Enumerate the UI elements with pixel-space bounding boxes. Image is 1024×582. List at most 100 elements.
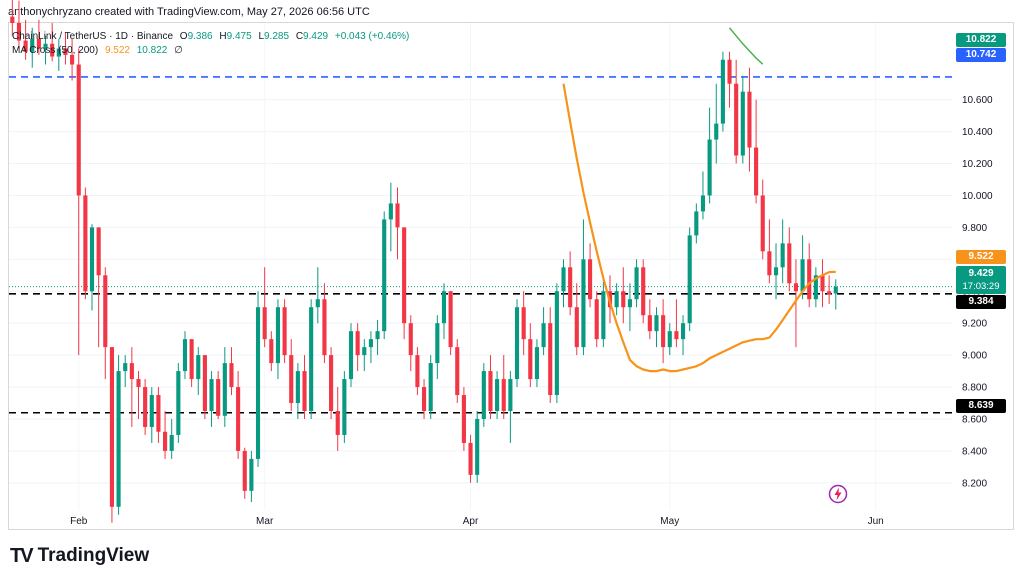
candle-up[interactable] [554, 283, 559, 404]
candle-up[interactable] [654, 307, 659, 348]
candle-up[interactable] [740, 75, 745, 164]
candle-up[interactable] [30, 27, 35, 68]
candle-down[interactable] [402, 227, 407, 340]
candle-up[interactable] [700, 171, 706, 220]
candle-up[interactable] [813, 267, 818, 308]
candle-up[interactable] [481, 363, 486, 427]
candle-up[interactable] [833, 279, 838, 310]
candle-up[interactable] [514, 299, 520, 388]
lightning-alert-icon[interactable] [828, 484, 848, 504]
candle-up[interactable] [667, 323, 672, 356]
candle-down[interactable] [734, 59, 739, 164]
candle-down[interactable] [282, 299, 287, 364]
candle-down[interactable] [63, 32, 68, 65]
candle-down[interactable] [501, 355, 506, 419]
candle-up[interactable] [342, 371, 347, 443]
candle-up[interactable] [680, 315, 686, 356]
candle-down[interactable] [10, 0, 15, 36]
candle-up[interactable] [428, 355, 433, 419]
candle-up[interactable] [694, 203, 699, 244]
ma-label[interactable]: MA Cross (50, 200) [12, 45, 99, 56]
candle-down[interactable] [395, 187, 400, 260]
candle-up[interactable] [773, 243, 779, 300]
candle-up[interactable] [249, 450, 254, 503]
candle-up[interactable] [780, 219, 785, 284]
candle-down[interactable] [661, 299, 666, 364]
candle-up[interactable] [534, 339, 540, 388]
candle-up[interactable] [275, 299, 281, 380]
candle-down[interactable] [754, 99, 759, 204]
candle-down[interactable] [521, 291, 526, 356]
candle-up[interactable] [687, 227, 692, 332]
candle-up[interactable] [475, 411, 480, 483]
candle-up[interactable] [89, 224, 95, 311]
candle-up[interactable] [315, 267, 320, 324]
candle-down[interactable] [136, 371, 141, 419]
candle-down[interactable] [143, 379, 148, 435]
candle-up[interactable] [495, 371, 500, 419]
candle-down[interactable] [216, 371, 221, 419]
candle-down[interactable] [229, 347, 234, 396]
candle-down[interactable] [568, 251, 573, 316]
candle-down[interactable] [355, 323, 360, 372]
candle-down[interactable] [329, 347, 334, 419]
candle-down[interactable] [807, 243, 812, 308]
candle-down[interactable] [408, 315, 413, 372]
candle-up[interactable] [176, 363, 181, 443]
candle-up[interactable] [508, 371, 513, 443]
candle-down[interactable] [448, 291, 453, 356]
candle-up[interactable] [720, 51, 725, 132]
candle-down[interactable] [76, 48, 81, 356]
candle-down[interactable] [70, 38, 75, 81]
candle-down[interactable] [588, 243, 593, 308]
candle-down[interactable] [468, 434, 473, 483]
candle-up[interactable] [634, 259, 639, 308]
candle-up[interactable] [169, 418, 174, 459]
candle-up[interactable] [714, 83, 719, 164]
candle-up[interactable] [209, 371, 214, 427]
candle-down[interactable] [163, 411, 168, 459]
candle-down[interactable] [574, 283, 579, 356]
candle-up[interactable] [614, 283, 619, 316]
candle-up[interactable] [581, 219, 586, 356]
candle-up[interactable] [182, 331, 188, 380]
candle-up[interactable] [541, 307, 546, 356]
symbol-label[interactable]: ChainLink / TetherUS · 1D · Binance [12, 31, 174, 42]
candle-down[interactable] [747, 67, 752, 172]
candle-down[interactable] [455, 339, 460, 404]
candle-up[interactable] [196, 347, 201, 396]
candle-up[interactable] [56, 38, 61, 71]
candle-down[interactable] [302, 355, 307, 419]
candle-down[interactable] [269, 331, 274, 372]
candle-down[interactable] [793, 259, 798, 348]
candle-up[interactable] [601, 275, 606, 348]
candle-down[interactable] [262, 267, 267, 348]
candle-down[interactable] [83, 187, 88, 300]
candle-down[interactable] [787, 227, 792, 292]
candle-down[interactable] [109, 347, 114, 523]
candle-up[interactable] [382, 211, 387, 340]
candle-down[interactable] [621, 267, 626, 324]
candle-down[interactable] [827, 275, 832, 305]
candle-down[interactable] [202, 355, 207, 419]
candle-down[interactable] [50, 23, 55, 62]
candle-up[interactable] [222, 347, 227, 427]
candle-up[interactable] [348, 323, 354, 388]
candle-up[interactable] [435, 315, 440, 380]
candle-down[interactable] [548, 307, 553, 404]
candle-up[interactable] [441, 283, 447, 340]
candle-up[interactable] [43, 35, 48, 65]
candle-up[interactable] [149, 387, 154, 443]
candle-down[interactable] [760, 179, 765, 260]
candle-down[interactable] [641, 259, 646, 324]
candle-up[interactable] [255, 291, 261, 467]
candle-down[interactable] [16, 0, 22, 49]
candle-down[interactable] [242, 447, 247, 499]
candle-up[interactable] [116, 355, 121, 515]
candle-down[interactable] [820, 259, 825, 308]
candle-down[interactable] [461, 387, 466, 451]
candle-down[interactable] [594, 291, 599, 348]
candle-down[interactable] [528, 323, 533, 388]
candle-down[interactable] [488, 355, 493, 419]
candle-down[interactable] [674, 299, 679, 348]
